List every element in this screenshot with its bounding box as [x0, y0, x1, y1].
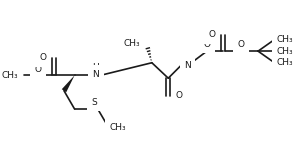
Text: N: N — [92, 70, 99, 79]
Text: CH₃: CH₃ — [124, 39, 140, 48]
Text: O: O — [203, 40, 210, 49]
Text: CH₃: CH₃ — [276, 58, 293, 67]
Text: O: O — [175, 91, 182, 100]
Text: H: H — [92, 63, 99, 72]
Text: CH₃: CH₃ — [109, 123, 126, 132]
Text: O: O — [40, 53, 46, 62]
Text: CH₃: CH₃ — [276, 35, 293, 44]
Text: S: S — [91, 98, 97, 107]
Text: H: H — [184, 68, 191, 77]
Text: O: O — [237, 40, 244, 49]
Text: N: N — [184, 61, 191, 70]
Text: CH₃: CH₃ — [1, 71, 18, 80]
Text: O: O — [34, 65, 41, 74]
Polygon shape — [62, 75, 75, 92]
Text: O: O — [209, 30, 215, 39]
Text: CH₃: CH₃ — [276, 47, 293, 56]
